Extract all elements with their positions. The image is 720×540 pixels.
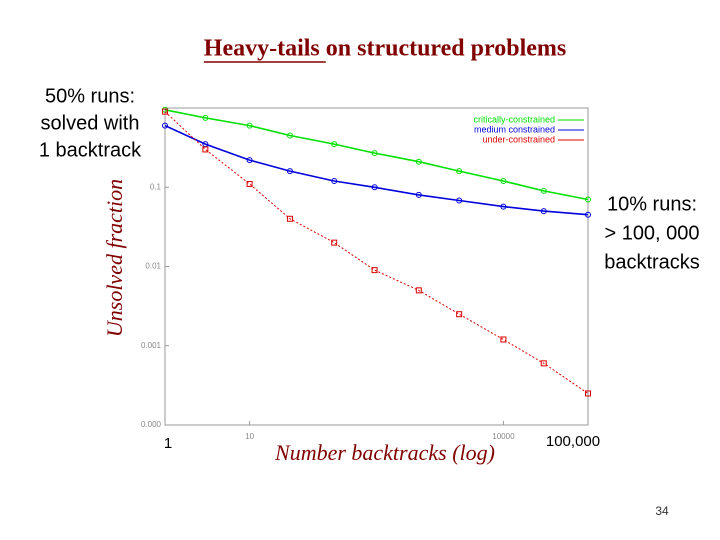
y-tick-label: 0.000 — [141, 420, 162, 429]
marker — [456, 197, 463, 204]
x-tick-label: 10000 — [492, 432, 515, 441]
x-axis-label: Number backtracks (log) — [274, 440, 495, 465]
marker — [371, 267, 378, 274]
marker — [331, 177, 338, 184]
x-tick-label: 10 — [245, 432, 254, 441]
annotation: 1 backtrack — [39, 139, 142, 161]
marker — [246, 122, 253, 129]
marker — [415, 287, 422, 294]
series-line — [164, 124, 589, 216]
annotation: backtracks — [604, 251, 700, 273]
marker — [286, 168, 293, 175]
marker — [246, 180, 253, 187]
annotation: 1 — [164, 435, 172, 452]
slide-title: Heavy-tails on structured problems — [204, 36, 566, 62]
marker — [415, 191, 422, 198]
legend-label: critically-constrained — [473, 114, 555, 124]
marker — [585, 211, 591, 218]
marker — [540, 360, 547, 367]
marker — [500, 177, 507, 184]
annotation: 50% runs: — [45, 85, 135, 107]
marker — [286, 215, 293, 222]
y-tick-label: 0.01 — [145, 262, 161, 271]
marker — [371, 184, 378, 191]
marker — [162, 122, 168, 129]
marker — [202, 146, 209, 153]
annotation: 100,000 — [546, 433, 600, 450]
annotation: 10% runs: — [607, 193, 697, 215]
marker — [585, 196, 591, 203]
y-tick-label: 0.1 — [150, 182, 162, 191]
marker — [246, 157, 253, 164]
annotation: solved with — [41, 112, 140, 134]
legend-label: under-constrained — [482, 134, 555, 144]
marker — [286, 132, 293, 139]
legend-label: medium constrained — [474, 124, 555, 134]
page-number: 34 — [655, 504, 669, 518]
plot-area — [164, 107, 589, 426]
marker — [540, 208, 547, 215]
marker — [456, 311, 463, 318]
y-axis-label: Unsolved fraction — [102, 179, 127, 337]
marker — [585, 390, 591, 397]
marker — [415, 158, 422, 165]
marker — [456, 168, 463, 175]
y-tick-label: 0.001 — [141, 341, 162, 350]
marker — [202, 114, 209, 121]
series-line — [164, 111, 589, 394]
annotation: > 100, 000 — [604, 222, 699, 244]
marker — [500, 336, 507, 343]
marker — [331, 141, 338, 148]
series-line — [164, 109, 589, 201]
marker — [162, 108, 168, 115]
marker — [331, 239, 338, 246]
marker — [371, 150, 378, 157]
marker — [540, 187, 547, 194]
marker — [500, 203, 507, 210]
